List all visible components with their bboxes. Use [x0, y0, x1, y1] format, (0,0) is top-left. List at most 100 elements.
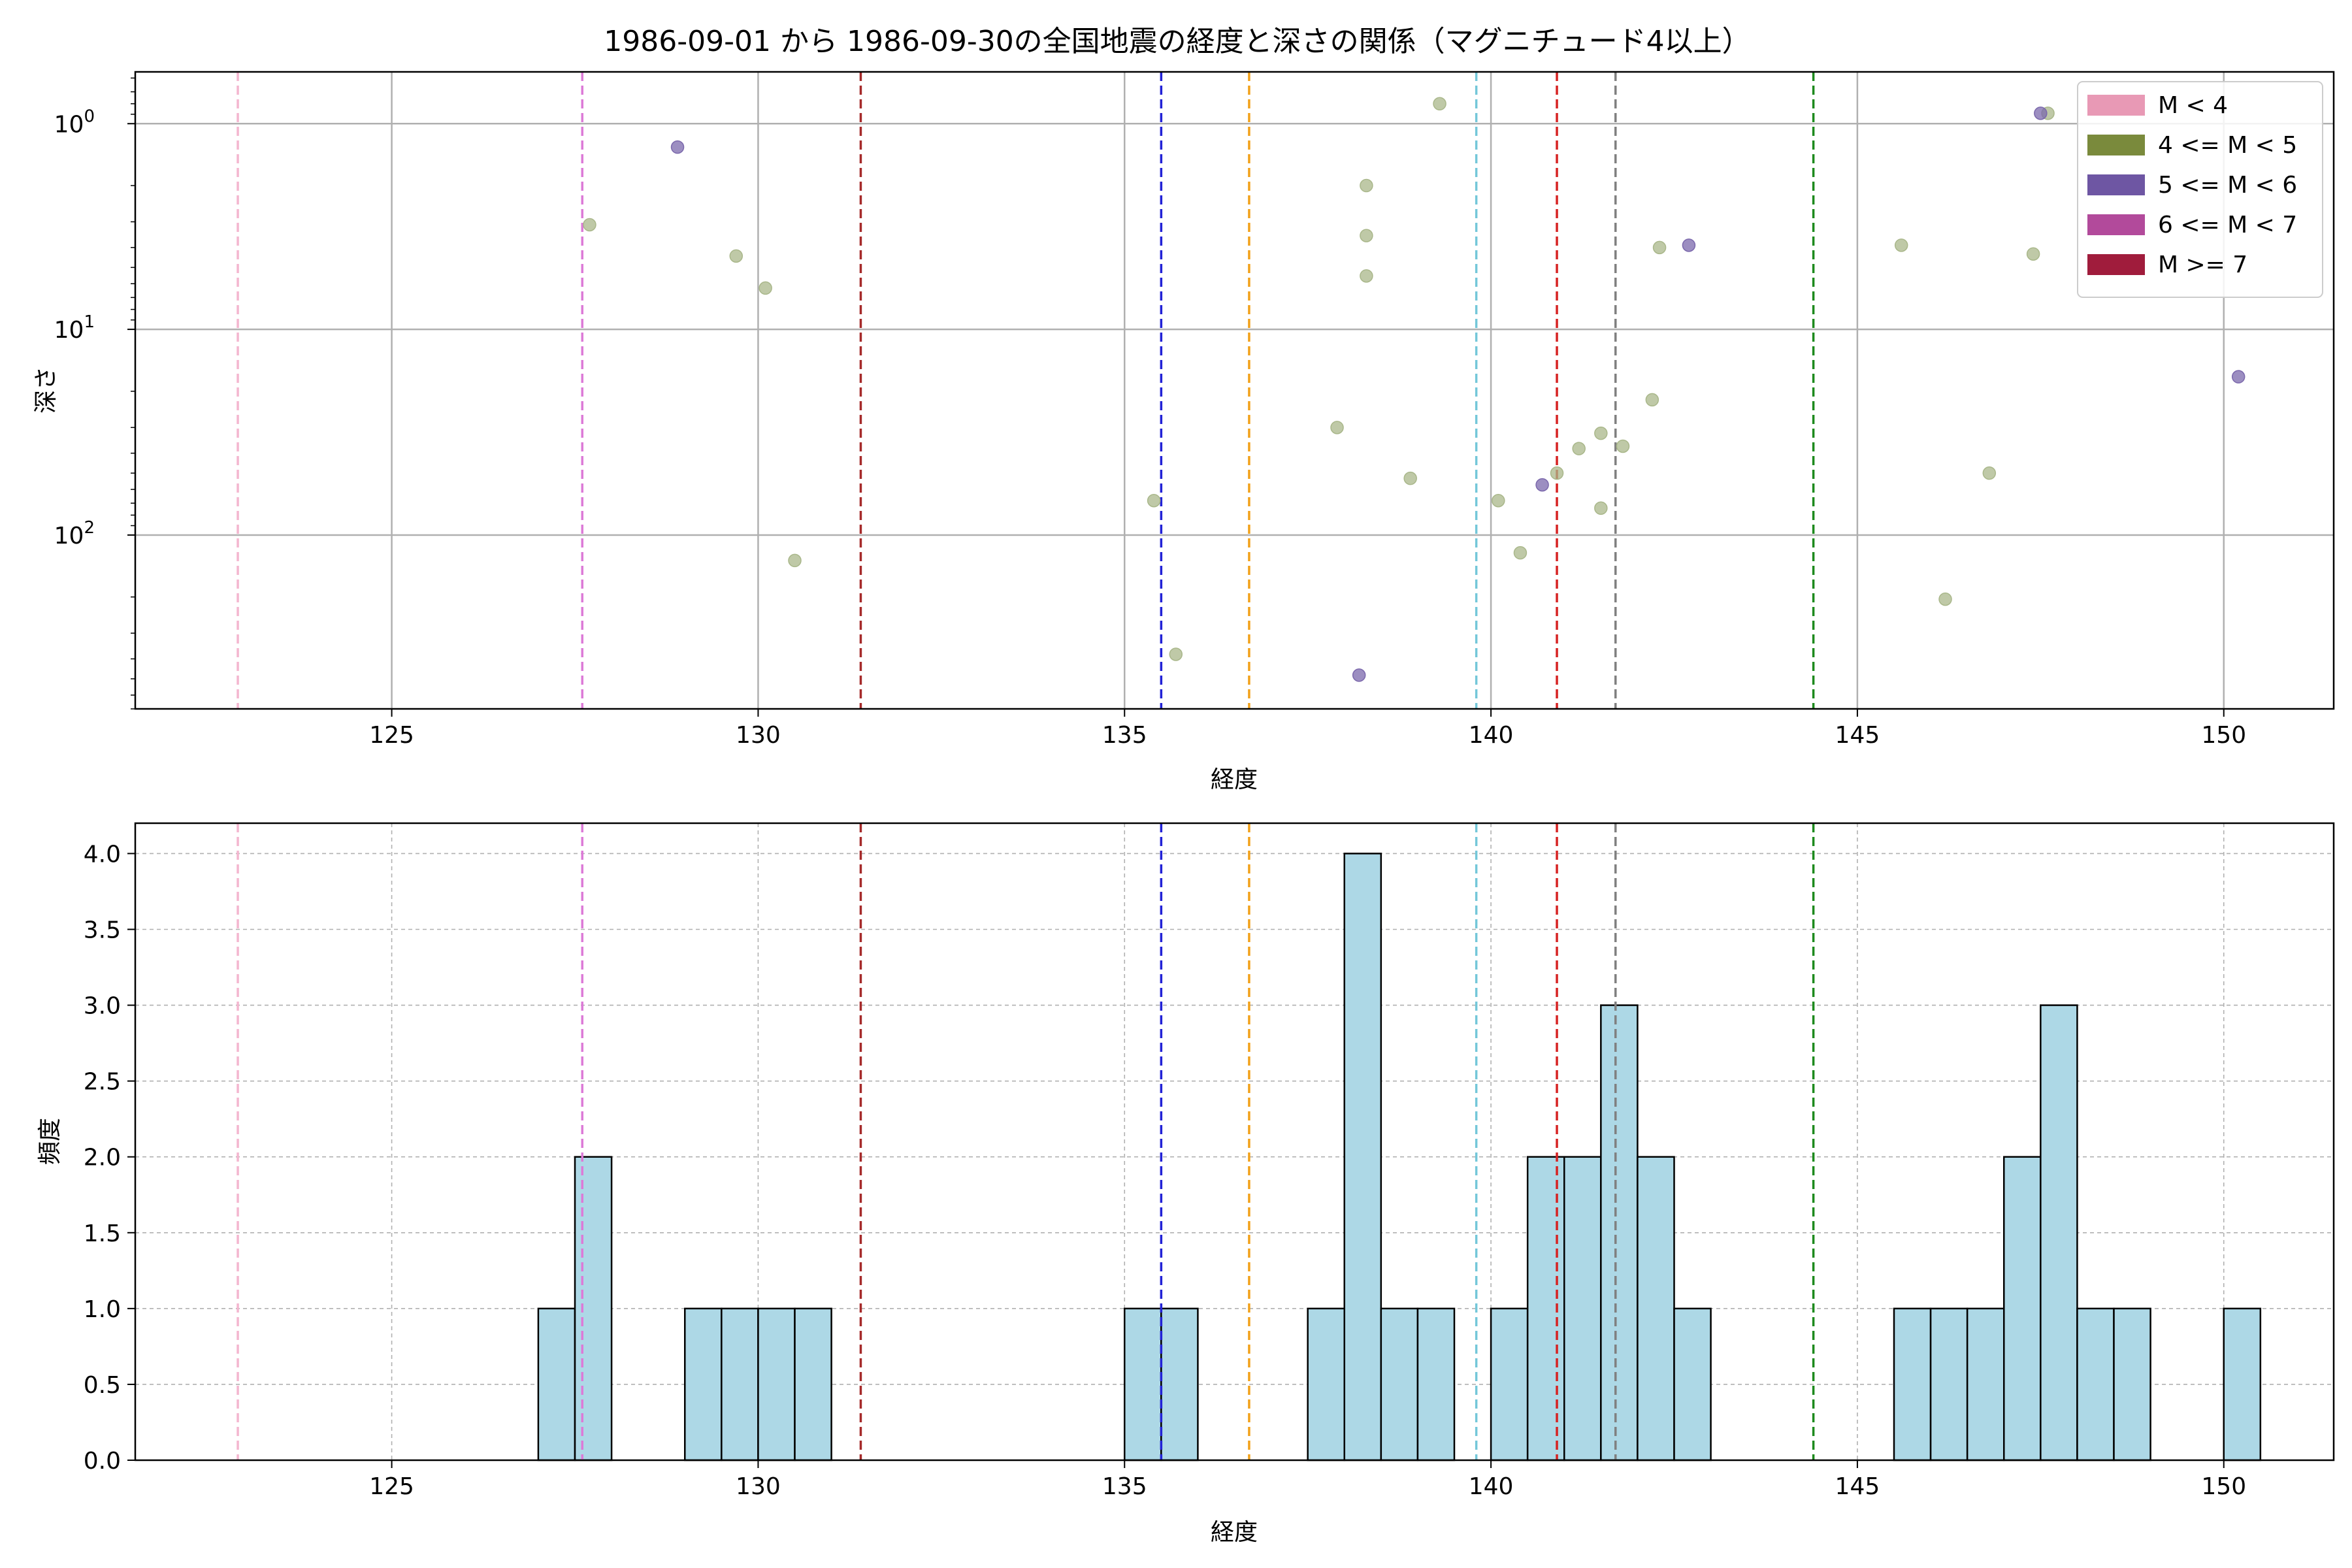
scatter-point [759, 281, 772, 295]
scatter-point [1535, 478, 1549, 492]
scatter-x-tick-label: 150 [2201, 722, 2246, 749]
scatter-point [1433, 97, 1446, 111]
histogram-bar [1893, 1307, 1932, 1462]
legend-label: M < 4 [2158, 92, 2228, 119]
scatter-point [1330, 421, 1344, 434]
scatter-y-tick-label: 101 [54, 312, 95, 344]
scatter-point [1594, 501, 1608, 515]
histogram-bar [1490, 1307, 1529, 1462]
histogram-y-tick-label: 3.0 [84, 993, 121, 1020]
chart-title: 1986-09-01 から 1986-09-30の全国地震の経度と深さの関係（マ… [604, 25, 1750, 58]
legend-swatch [2087, 95, 2145, 116]
histogram-y-tick-label: 2.5 [84, 1069, 121, 1096]
legend-swatch [2087, 214, 2145, 235]
histogram-bar [574, 1156, 613, 1462]
histogram-bar [537, 1307, 576, 1462]
scatter-y-ticks: 100 101 102 [54, 77, 135, 710]
histogram-bar [1343, 853, 1382, 1462]
histogram-bar [1124, 1307, 1162, 1462]
scatter-point [2231, 370, 2246, 384]
scatter-reference-lines [237, 72, 1815, 709]
histogram-y-tick-label: 3.5 [84, 917, 121, 944]
histogram-x-tick-label: 130 [736, 1473, 781, 1500]
histogram-bar [794, 1307, 832, 1462]
histogram-y-axis-label: 頻度 [37, 1118, 63, 1165]
scatter-point [1894, 238, 1908, 252]
scatter-x-tick-label: 135 [1102, 722, 1147, 749]
histogram-x-tick-label: 145 [1835, 1473, 1880, 1500]
histogram-x-tick-label: 140 [1469, 1473, 1514, 1500]
histogram-bar [1966, 1307, 2005, 1462]
histogram-y-tick-label: 0.5 [84, 1372, 121, 1399]
scatter-x-tick-label: 130 [736, 722, 781, 749]
scatter-point [2034, 106, 2048, 120]
scatter-point [583, 218, 596, 232]
histogram-bar [1673, 1307, 1712, 1462]
scatter-point [729, 249, 743, 263]
scatter-point [1645, 393, 1659, 407]
legend-swatch [2087, 174, 2145, 195]
scatter-point [788, 553, 802, 568]
histogram-bar [2040, 1004, 2078, 1462]
legend-label: 6 <= M < 7 [2158, 212, 2297, 238]
histogram-bar [1929, 1307, 1968, 1462]
scatter-point [1682, 238, 1696, 252]
histogram-y-tick-label: 2.0 [84, 1145, 121, 1171]
histogram-bars [537, 853, 2262, 1462]
histogram-bar [1380, 1307, 1419, 1462]
histogram-bar [1307, 1307, 1345, 1462]
histogram-x-tick-label: 150 [2201, 1473, 2246, 1500]
scatter-grid [135, 72, 2334, 709]
legend-swatch [2087, 135, 2145, 155]
histogram-bar [684, 1307, 723, 1462]
scatter-point [1513, 546, 1527, 560]
histogram-bar [1160, 1307, 1199, 1462]
scatter-point [1360, 229, 1373, 242]
scatter-point [1938, 592, 1952, 606]
scatter-point [1652, 240, 1667, 255]
histogram-x-tick-label: 135 [1102, 1473, 1147, 1500]
scatter-x-tick-label: 145 [1835, 722, 1880, 749]
histogram-bar [1416, 1307, 1456, 1462]
histogram-grid [135, 823, 2334, 1460]
histogram-bar [1637, 1156, 1675, 1462]
scatter-point [1594, 426, 1608, 440]
legend-label: 4 <= M < 5 [2158, 132, 2297, 159]
scatter-points [583, 97, 2246, 682]
histogram-bar [2003, 1156, 2042, 1462]
scatter-y-tick-label: 100 [54, 106, 95, 138]
histogram-y-tick-label: 0.0 [84, 1448, 121, 1475]
scatter-plot-frame [134, 71, 2335, 710]
scatter-point [1360, 269, 1373, 283]
histogram-y-ticks: 0.0 0.5 1.0 1.5 2.0 2.5 3.0 3.5 4.0 [84, 841, 135, 1475]
scatter-point [1147, 493, 1161, 508]
scatter-point [1169, 647, 1183, 661]
scatter-point [1616, 439, 1630, 453]
scatter-point [1403, 471, 1417, 485]
scatter-point [1352, 668, 1366, 682]
scatter-y-tick-label: 102 [54, 518, 95, 549]
histogram-x-axis-label: 経度 [1211, 1519, 1258, 1546]
histogram-bar [2223, 1307, 2262, 1462]
histogram-bar [721, 1307, 759, 1462]
scatter-point [1360, 178, 1373, 193]
scatter-point [1572, 442, 1586, 455]
histogram-reference-lines [237, 823, 1815, 1460]
scatter-x-axis-label: 経度 [1211, 766, 1258, 793]
legend-label: 5 <= M < 6 [2158, 172, 2297, 199]
scatter-x-tick-label: 140 [1469, 722, 1514, 749]
scatter-point [1550, 466, 1564, 480]
scatter-point [1492, 493, 1505, 508]
histogram-bar [1526, 1156, 1565, 1462]
histogram-x-tick-label: 125 [369, 1473, 414, 1500]
histogram-bar [1563, 1156, 1602, 1462]
legend-swatch [2087, 254, 2145, 275]
scatter-x-ticks: 125 130 135 140 145 150 [369, 709, 2246, 749]
scatter-y-axis-label: 深さ [33, 367, 59, 414]
legend: M < 4 4 <= M < 5 5 <= M < 6 6 <= M < 7 M >= … [2077, 81, 2323, 298]
histogram-y-tick-label: 1.0 [84, 1296, 121, 1323]
scatter-point [670, 140, 685, 154]
histogram-y-tick-label: 1.5 [84, 1220, 121, 1247]
histogram-y-tick-label: 4.0 [84, 841, 121, 868]
